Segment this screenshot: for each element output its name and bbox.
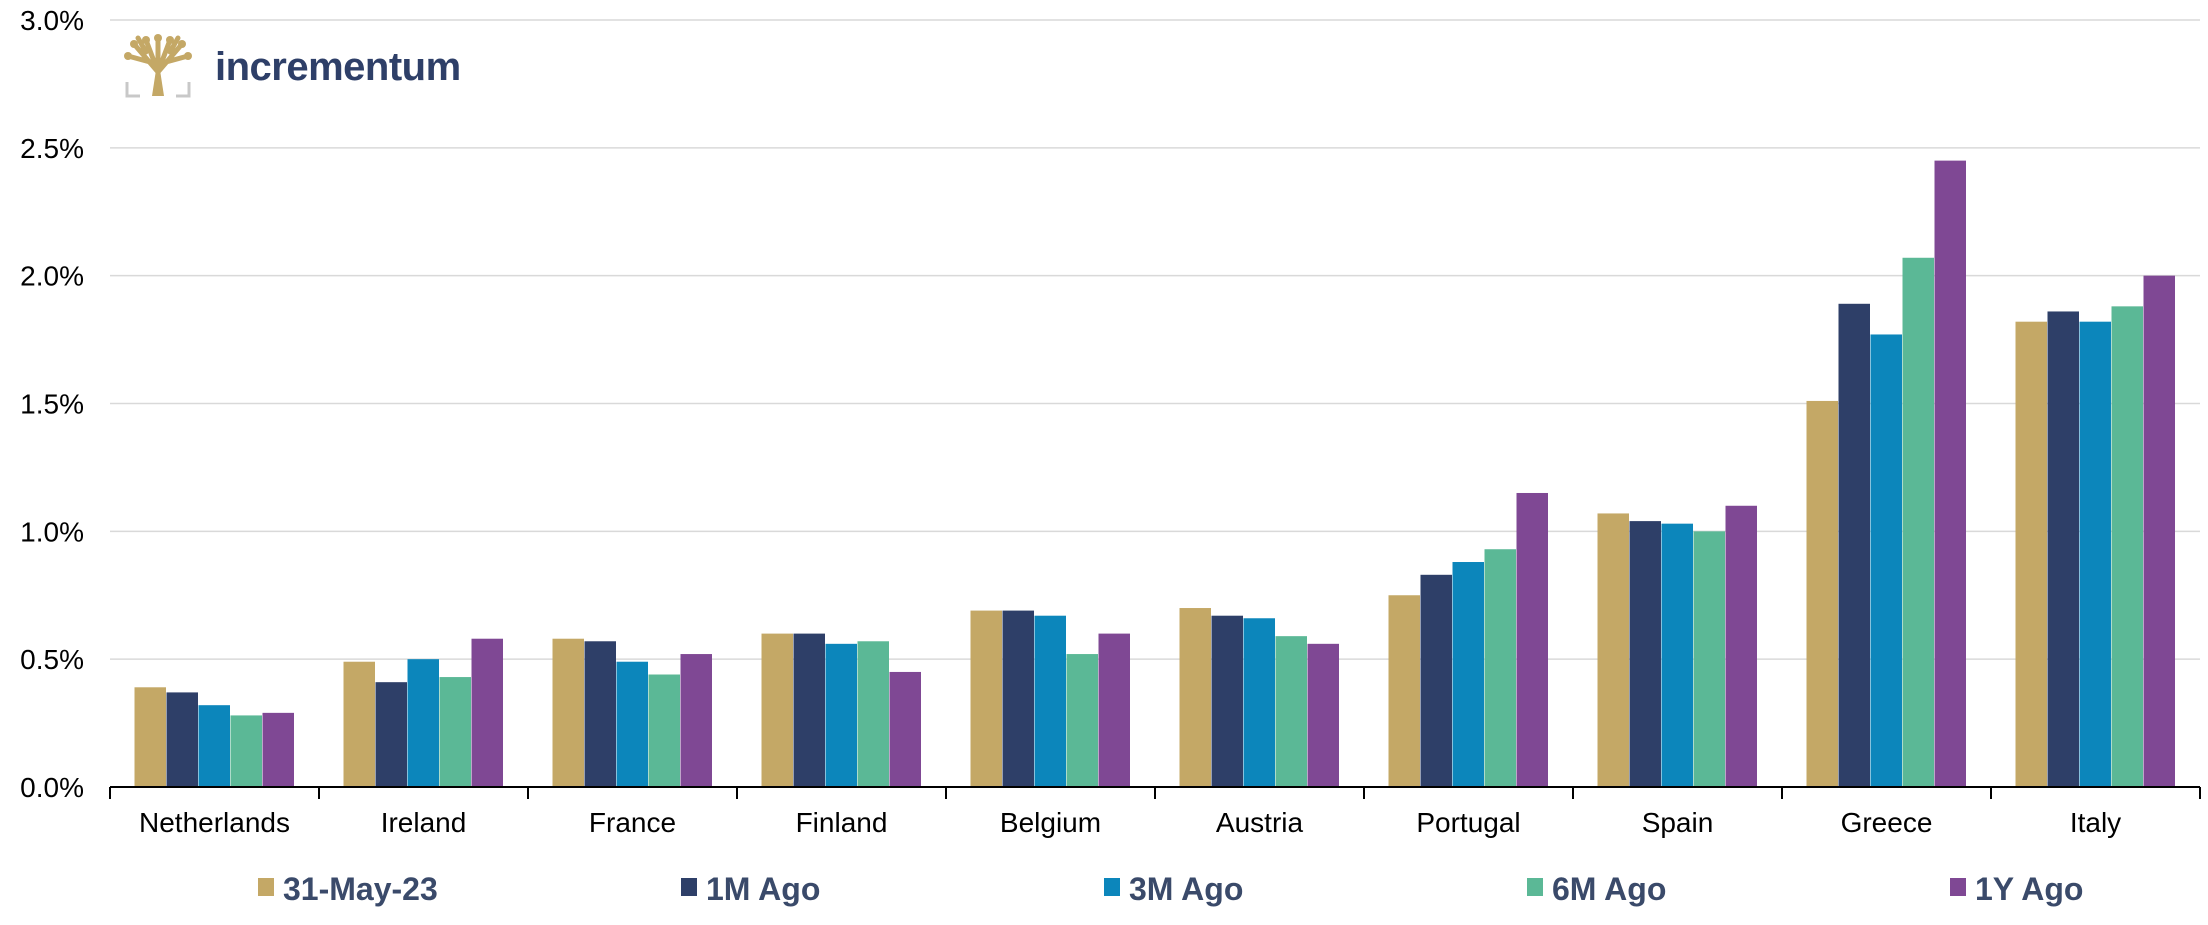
bar-belgium-4 [1098, 633, 1130, 787]
bar-netherlands-2 [198, 705, 230, 787]
legend-item: 1M Ago [681, 871, 820, 907]
bar-italy-4 [2143, 275, 2175, 787]
bar-netherlands-0 [134, 687, 166, 787]
bar-belgium-0 [970, 610, 1002, 787]
bar-austria-0 [1179, 608, 1211, 787]
axes: 0.0% 0.5% 1.0% 1.5% 2.0% 2.5% 3.0% Netherlands I… [20, 5, 2201, 838]
bar-finland-4 [889, 671, 921, 787]
legend: 31-May-23 1M Ago 3M Ago 6M Ago 1Y Ago [258, 871, 2083, 907]
y-tick-label: 2.0% [20, 261, 84, 292]
x-tick-label: Spain [1642, 807, 1714, 838]
bar-belgium-2 [1034, 615, 1066, 787]
legend-swatch [1950, 878, 1966, 896]
bar-france-3 [648, 674, 680, 787]
bar-ireland-1 [375, 682, 407, 787]
x-tick-label: Portugal [1416, 807, 1520, 838]
bar-finland-0 [761, 633, 793, 787]
legend-label: 1Y Ago [1975, 871, 2083, 907]
x-tick-label: Belgium [1000, 807, 1101, 838]
bar-greece-0 [1806, 400, 1838, 787]
bars [134, 160, 2175, 787]
bar-france-0 [552, 638, 584, 787]
bar-spain-4 [1725, 505, 1757, 787]
y-tick-label: 1.5% [20, 389, 84, 420]
bar-spain-2 [1661, 523, 1693, 787]
x-tick-label: Ireland [381, 807, 467, 838]
y-tick-label: 0.5% [20, 644, 84, 675]
bar-portugal-0 [1388, 595, 1420, 787]
legend-label: 1M Ago [706, 871, 820, 907]
bar-france-2 [616, 661, 648, 787]
bar-ireland-4 [471, 638, 503, 787]
x-tick-label: Finland [796, 807, 888, 838]
bar-greece-3 [1902, 257, 1934, 787]
bar-france-1 [584, 641, 616, 787]
bar-ireland-3 [439, 677, 471, 787]
legend-item: 1Y Ago [1950, 871, 2083, 907]
legend-swatch [681, 878, 697, 896]
bar-austria-4 [1307, 643, 1339, 787]
y-tick-label: 0.0% [20, 772, 84, 803]
bar-spain-3 [1693, 531, 1725, 787]
bar-portugal-4 [1516, 492, 1548, 787]
legend-swatch [258, 878, 274, 896]
x-tick-label: Italy [2070, 807, 2121, 838]
bar-finland-1 [793, 633, 825, 787]
bar-portugal-1 [1420, 574, 1452, 787]
bar-finland-3 [857, 641, 889, 787]
x-tick-label: Austria [1216, 807, 1304, 838]
y-tick-label: 3.0% [20, 5, 84, 36]
bar-austria-3 [1275, 636, 1307, 787]
bar-ireland-2 [407, 659, 439, 787]
y-tick-label: 2.5% [20, 133, 84, 164]
bar-greece-4 [1934, 160, 1966, 787]
legend-item: 3M Ago [1104, 871, 1243, 907]
bar-austria-1 [1211, 615, 1243, 787]
y-tick-label: 1.0% [20, 516, 84, 547]
bar-belgium-1 [1002, 610, 1034, 787]
bar-netherlands-3 [230, 715, 262, 787]
bar-austria-2 [1243, 618, 1275, 787]
legend-label: 6M Ago [1552, 871, 1666, 907]
legend-swatch [1104, 878, 1120, 896]
bar-portugal-2 [1452, 562, 1484, 787]
legend-label: 31-May-23 [283, 871, 438, 907]
bar-greece-2 [1870, 334, 1902, 787]
bar-finland-2 [825, 643, 857, 787]
bar-italy-2 [2079, 321, 2111, 787]
bar-spain-0 [1597, 513, 1629, 787]
bar-netherlands-1 [166, 692, 198, 787]
bar-italy-1 [2047, 311, 2079, 787]
legend-item: 6M Ago [1527, 871, 1666, 907]
bar-spain-1 [1629, 521, 1661, 787]
bar-italy-0 [2015, 321, 2047, 787]
tree-icon [124, 34, 192, 98]
bar-france-4 [680, 654, 712, 787]
bar-belgium-3 [1066, 654, 1098, 787]
x-tick-label: Greece [1841, 807, 1933, 838]
bar-netherlands-4 [262, 712, 294, 787]
x-tick-label: France [589, 807, 676, 838]
bar-greece-1 [1838, 303, 1870, 787]
bar-italy-3 [2111, 306, 2143, 787]
brand-name: incrementum [215, 45, 461, 89]
legend-item: 31-May-23 [258, 871, 438, 907]
brand-logo: incrementum [124, 34, 461, 98]
bar-ireland-0 [343, 661, 375, 787]
legend-label: 3M Ago [1129, 871, 1243, 907]
x-tick-label: Netherlands [139, 807, 290, 838]
legend-swatch [1527, 878, 1543, 896]
bar-portugal-3 [1484, 549, 1516, 787]
